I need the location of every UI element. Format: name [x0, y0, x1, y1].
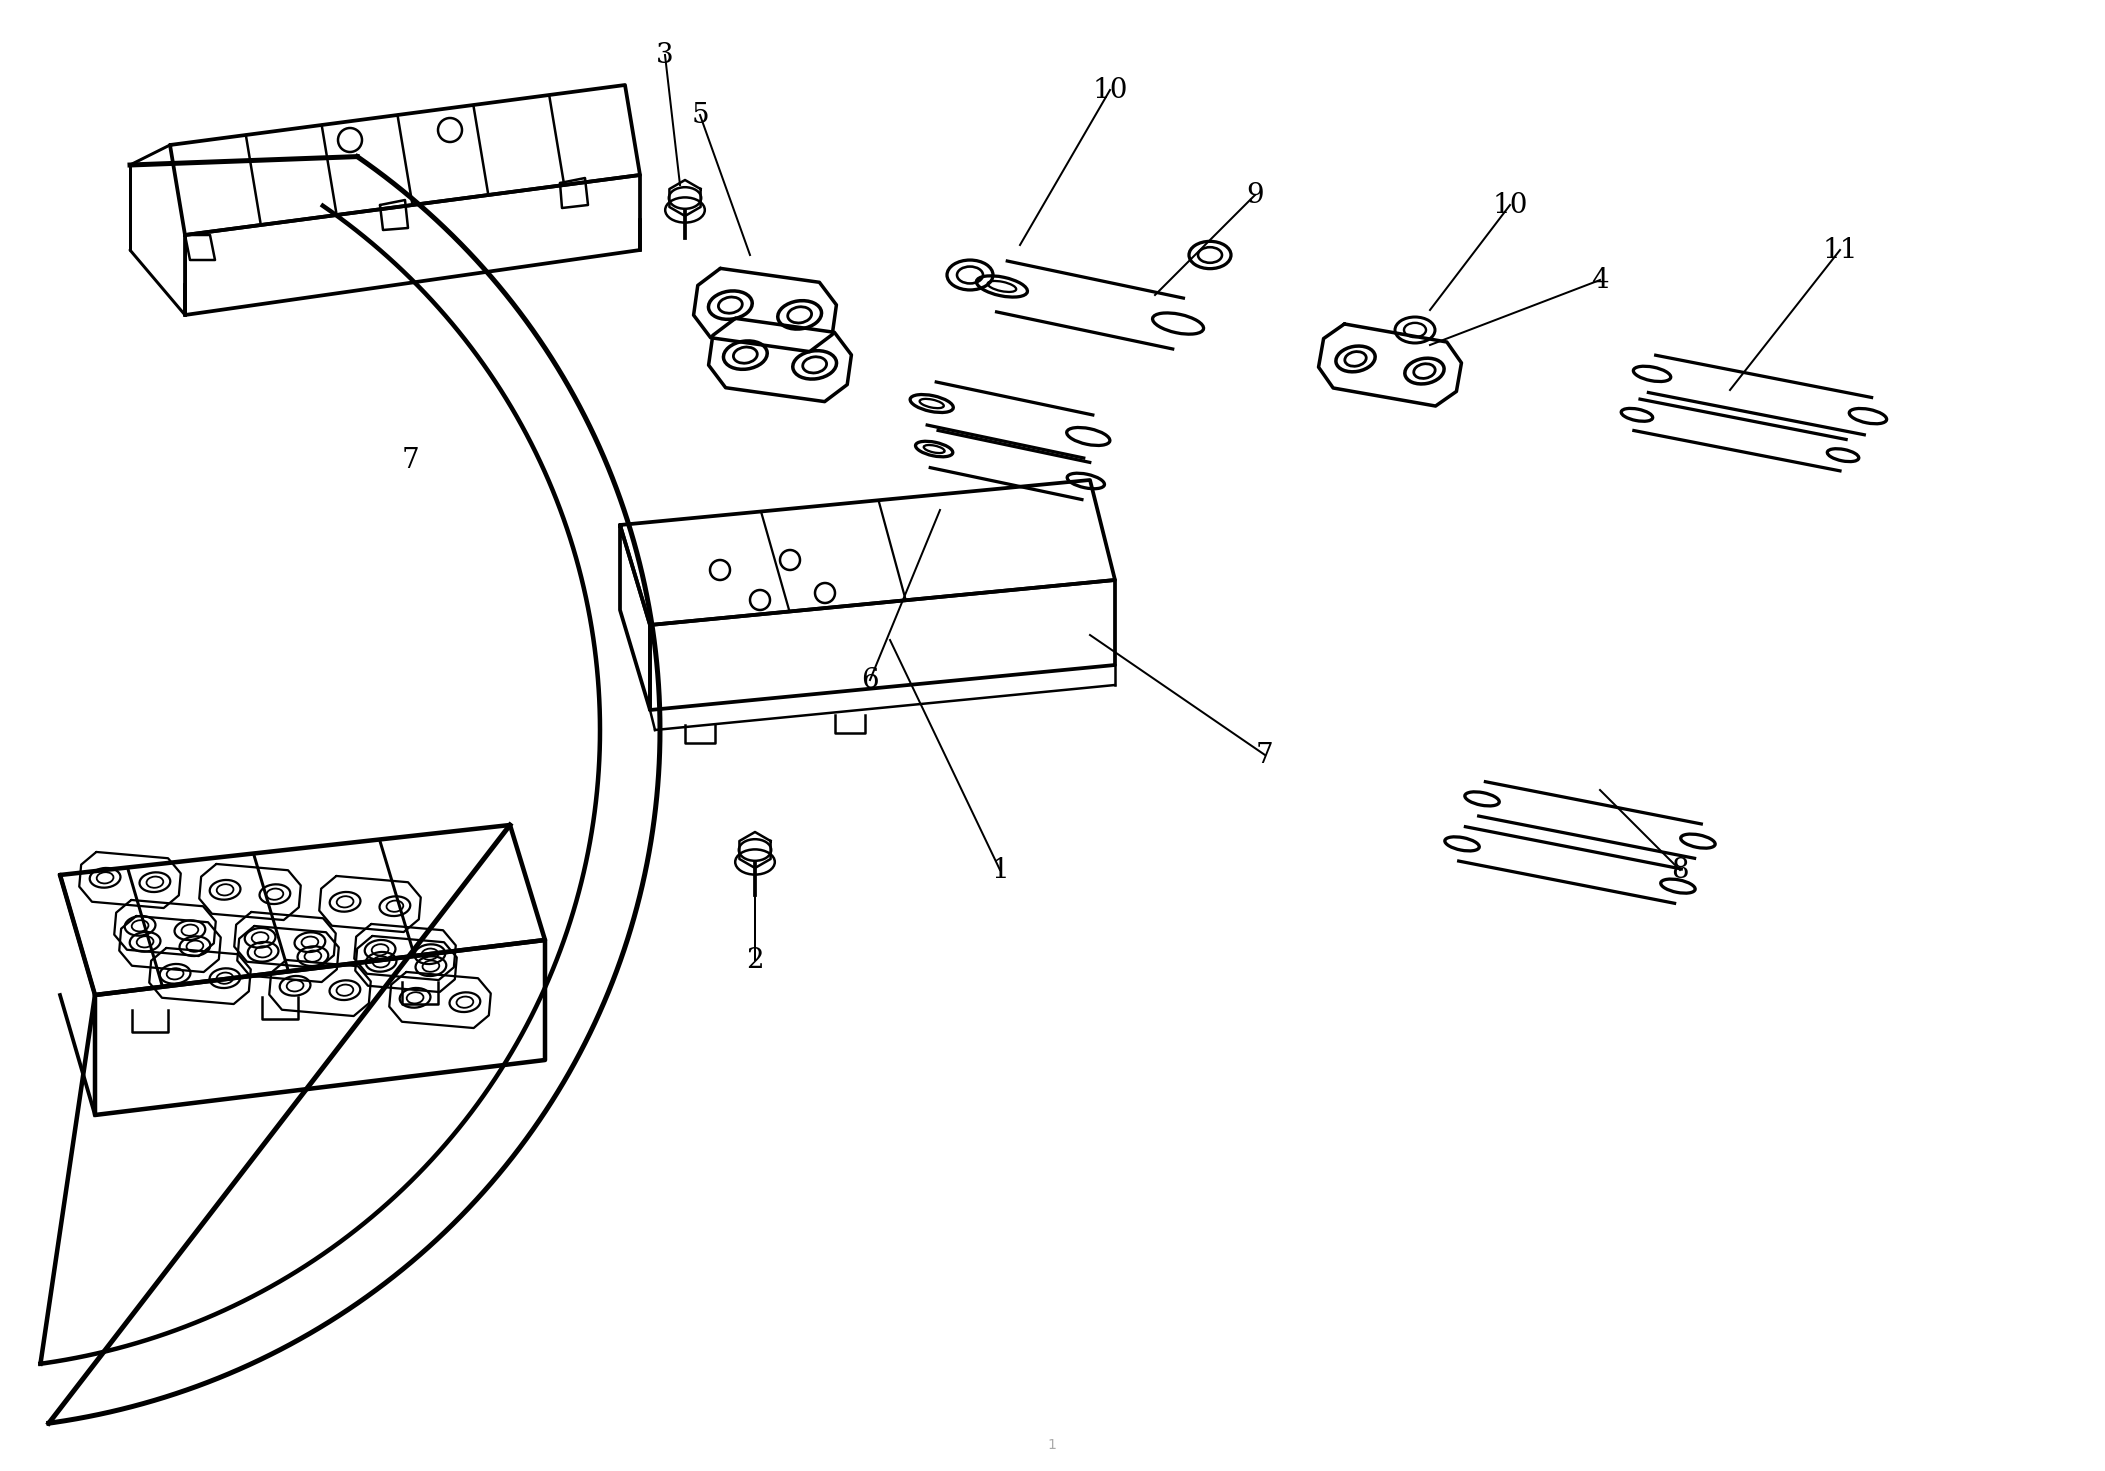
- Text: 2: 2: [745, 946, 764, 974]
- Text: 1: 1: [991, 856, 1008, 884]
- Text: 7: 7: [402, 447, 419, 474]
- Text: 7: 7: [1257, 741, 1274, 768]
- Text: 10: 10: [1492, 191, 1528, 219]
- Text: 10: 10: [1092, 76, 1128, 103]
- Text: 5: 5: [690, 101, 709, 128]
- Text: 6: 6: [861, 666, 878, 693]
- Text: 11: 11: [1823, 237, 1859, 263]
- Text: 3: 3: [657, 41, 674, 69]
- Text: 4: 4: [1591, 266, 1608, 294]
- Text: 1: 1: [1048, 1439, 1057, 1452]
- Text: 8: 8: [1671, 856, 1688, 884]
- Text: 9: 9: [1246, 181, 1263, 209]
